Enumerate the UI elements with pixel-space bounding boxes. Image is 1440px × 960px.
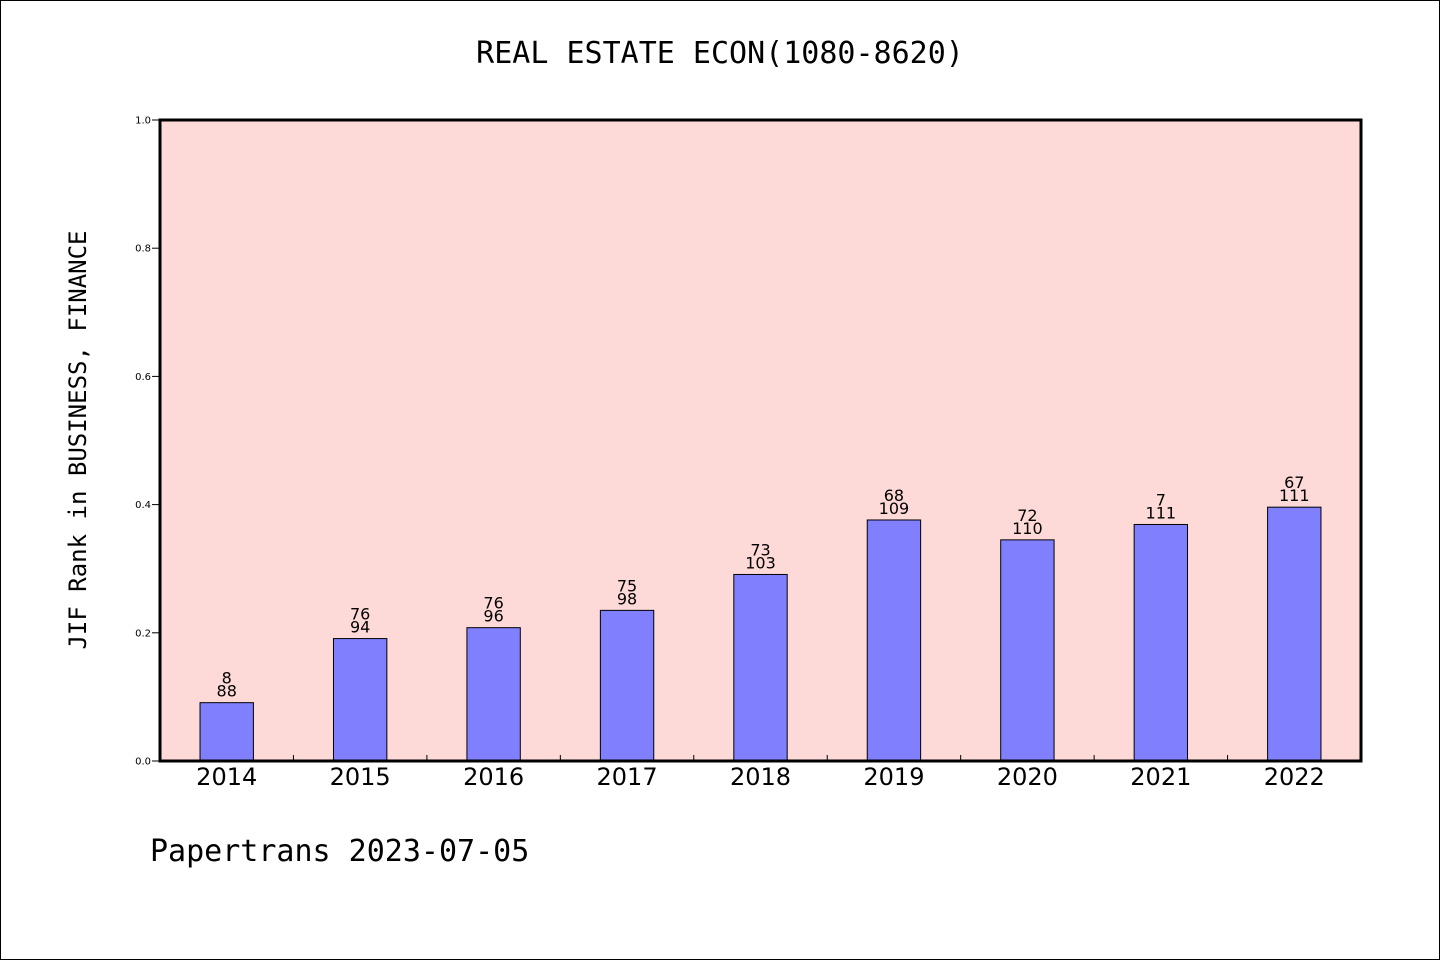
- bar-total-label-2018: 103: [745, 553, 776, 572]
- x-tick-label-2014: 2014: [196, 763, 257, 791]
- ticks-layer: 2014 2015 2016 2017 2018 2019 2020 2021 2022 0.0 0…: [135, 116, 1325, 792]
- bar-2014: [199, 702, 254, 762]
- bar-2022: [1267, 506, 1322, 762]
- bar-2021: [1133, 523, 1189, 762]
- bar-rank-label-2014: 8: [222, 669, 232, 688]
- y-tick-label-1.0: 1.0: [135, 116, 151, 127]
- y-tick-label-0.0: 0.0: [135, 757, 151, 768]
- bar-rank-label-2016: 76: [483, 594, 503, 613]
- bar-total-label-2021: 111: [1146, 503, 1177, 522]
- bar-2020: [1000, 539, 1055, 762]
- bar-total-label-2016: 96: [483, 607, 503, 626]
- x-tick-label-2021: 2021: [1130, 763, 1191, 791]
- bar-total-label-2015: 94: [350, 618, 370, 637]
- bar-rank-label-2022: 67: [1284, 473, 1304, 492]
- y-tick-label-0.6: 0.6: [135, 372, 151, 383]
- bar-rank-label-2015: 76: [350, 605, 370, 624]
- bar-2018: [733, 573, 788, 762]
- bar-total-label-2020: 110: [1012, 519, 1043, 538]
- x-tick-label-2016: 2016: [463, 763, 524, 791]
- plot-border: [158, 118, 1363, 763]
- y-tick-label-0.2: 0.2: [135, 628, 151, 639]
- bar-rank-label-2021: 7: [1156, 490, 1166, 509]
- x-tick-label-2015: 2015: [330, 763, 391, 791]
- bar-total-label-2014: 88: [217, 682, 237, 701]
- bar-total-label-2017: 98: [617, 589, 637, 608]
- bar-2017: [599, 609, 655, 762]
- y-tick-label-0.8: 0.8: [135, 244, 151, 255]
- x-tick-label-2018: 2018: [730, 763, 791, 791]
- bar-2015: [332, 638, 388, 762]
- bar-rank-label-2019: 68: [884, 486, 904, 505]
- x-tick-label-2020: 2020: [997, 763, 1058, 791]
- y-tick-label-0.4: 0.4: [135, 500, 151, 511]
- bar-2019: [866, 519, 922, 762]
- chart-title: REAL ESTATE ECON(1080-8620): [476, 36, 964, 71]
- x-tick-label-2017: 2017: [597, 763, 658, 791]
- bar-total-label-2022: 111: [1279, 486, 1310, 505]
- bar-rank-label-2018: 73: [750, 540, 770, 559]
- footer-text: Papertrans 2023-07-05: [150, 834, 530, 869]
- x-tick-label-2022: 2022: [1264, 763, 1325, 791]
- bar-rank-label-2020: 72: [1017, 506, 1037, 525]
- bar-2016: [466, 627, 521, 762]
- bar-total-label-2019: 109: [879, 499, 910, 518]
- bar-rank-label-2017: 75: [617, 576, 637, 595]
- x-tick-label-2019: 2019: [863, 763, 924, 791]
